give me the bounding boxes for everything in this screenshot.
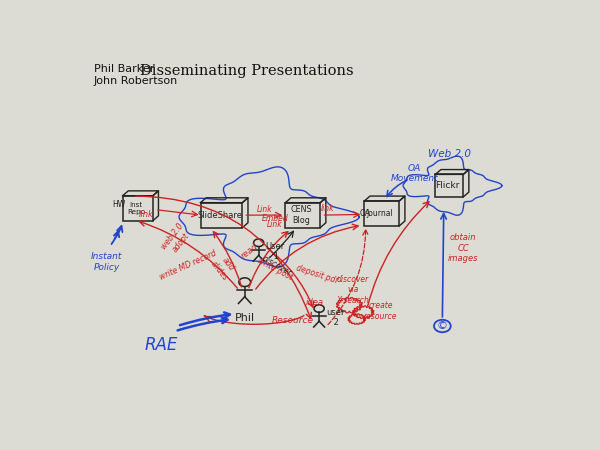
Text: read: read	[239, 241, 260, 260]
Text: OA
Movement: OA Movement	[391, 164, 438, 183]
Text: Journal: Journal	[367, 209, 394, 218]
Text: obtain
CC
images: obtain CC images	[448, 233, 479, 263]
Bar	[364, 201, 400, 226]
Text: ©: ©	[437, 321, 448, 331]
Text: Link: Link	[267, 220, 283, 229]
Text: CENS
Blog: CENS Blog	[290, 205, 312, 225]
Text: user
 2: user 2	[326, 308, 344, 327]
Text: write post: write post	[256, 256, 294, 282]
Text: link: link	[139, 210, 154, 219]
Text: Embed: Embed	[262, 214, 289, 223]
Text: idea: idea	[305, 298, 323, 307]
Text: create
resource: create resource	[364, 302, 398, 321]
Text: Phil Barker
John Robertson: Phil Barker John Robertson	[94, 64, 178, 86]
Text: Inst
Repo: Inst Repo	[127, 202, 145, 215]
Text: Disseminating Presentations: Disseminating Presentations	[140, 64, 354, 78]
Text: discover
via
X-search: discover via X-search	[337, 274, 370, 305]
Text: discover: discover	[261, 254, 293, 278]
Text: RAE: RAE	[145, 336, 178, 354]
Text: Web 2.0: Web 2.0	[428, 149, 471, 159]
Text: Phil: Phil	[235, 313, 255, 323]
Text: User
 1: User 1	[265, 242, 284, 261]
Text: add
slides: add slides	[209, 253, 238, 283]
Bar	[200, 202, 242, 228]
Text: link: link	[320, 204, 334, 213]
Text: write MD record: write MD record	[158, 249, 217, 282]
Text: Flickr: Flickr	[435, 181, 460, 190]
Bar	[122, 196, 153, 220]
Text: SlideShare: SlideShare	[197, 211, 242, 220]
Bar	[286, 202, 320, 228]
Bar	[436, 175, 463, 197]
Text: OA: OA	[360, 209, 371, 218]
Text: Instant
Policy: Instant Policy	[91, 252, 122, 272]
Text: HW: HW	[113, 200, 126, 209]
Text: web 2.0
adopt: web 2.0 adopt	[160, 221, 193, 257]
Text: deposit pdf: deposit pdf	[295, 263, 338, 285]
Text: Link: Link	[257, 205, 272, 214]
Text: Resource: Resource	[272, 315, 314, 324]
